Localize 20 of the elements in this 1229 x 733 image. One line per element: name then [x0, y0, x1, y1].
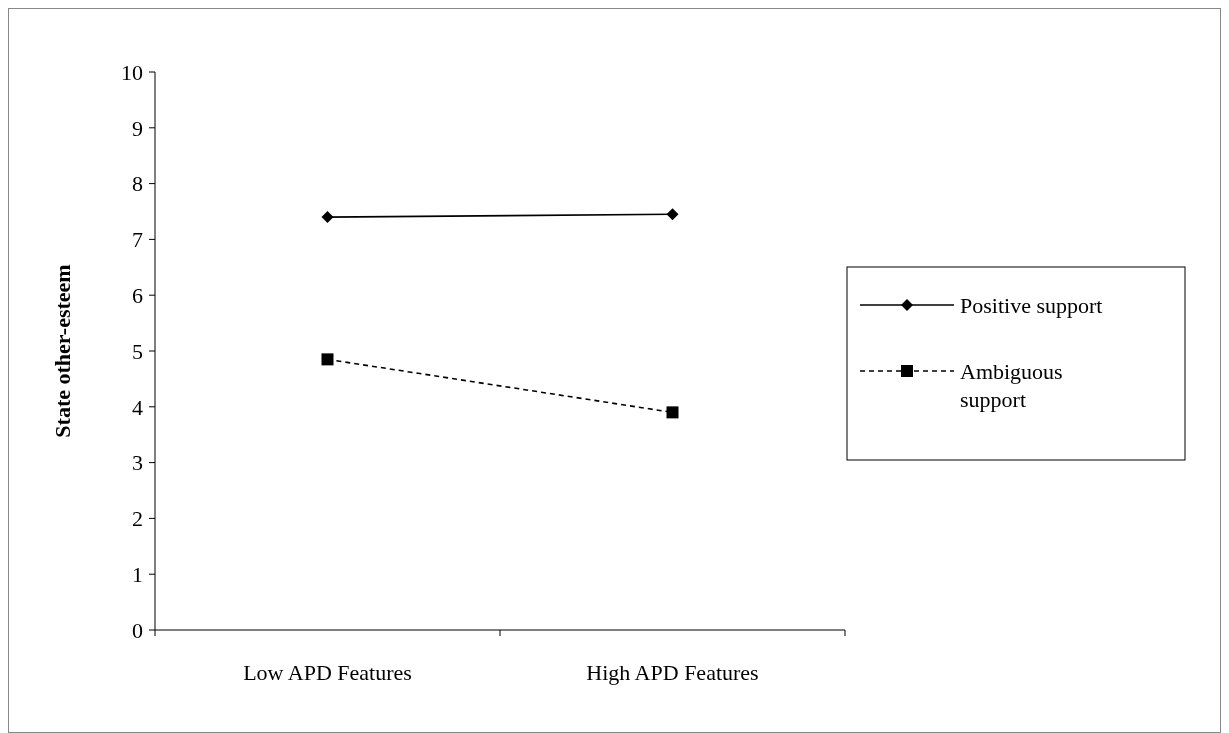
- legend-label: Positive support: [960, 292, 1103, 318]
- y-tick-label: 7: [132, 227, 143, 253]
- y-tick-label: 1: [132, 561, 143, 587]
- y-tick-label: 8: [132, 171, 143, 197]
- legend-label: Ambiguous support: [960, 358, 1063, 412]
- x-tick-label: High APD Features: [586, 660, 759, 685]
- point: [321, 353, 334, 366]
- point: [321, 211, 334, 224]
- y-tick-label: 0: [132, 617, 143, 643]
- point: [666, 406, 679, 419]
- y-tick-label: 3: [132, 450, 143, 476]
- y-tick-label: 9: [132, 115, 143, 141]
- y-tick-label: 6: [132, 282, 143, 308]
- point: [666, 208, 679, 221]
- y-tick-label: 10: [121, 59, 143, 85]
- y-tick-label: 5: [132, 338, 143, 364]
- x-tick-label: Low APD Features: [243, 660, 412, 685]
- y-tick-label: 2: [132, 506, 143, 532]
- y-axis-title: State other-esteem: [50, 264, 75, 438]
- y-tick-label: 4: [132, 394, 143, 420]
